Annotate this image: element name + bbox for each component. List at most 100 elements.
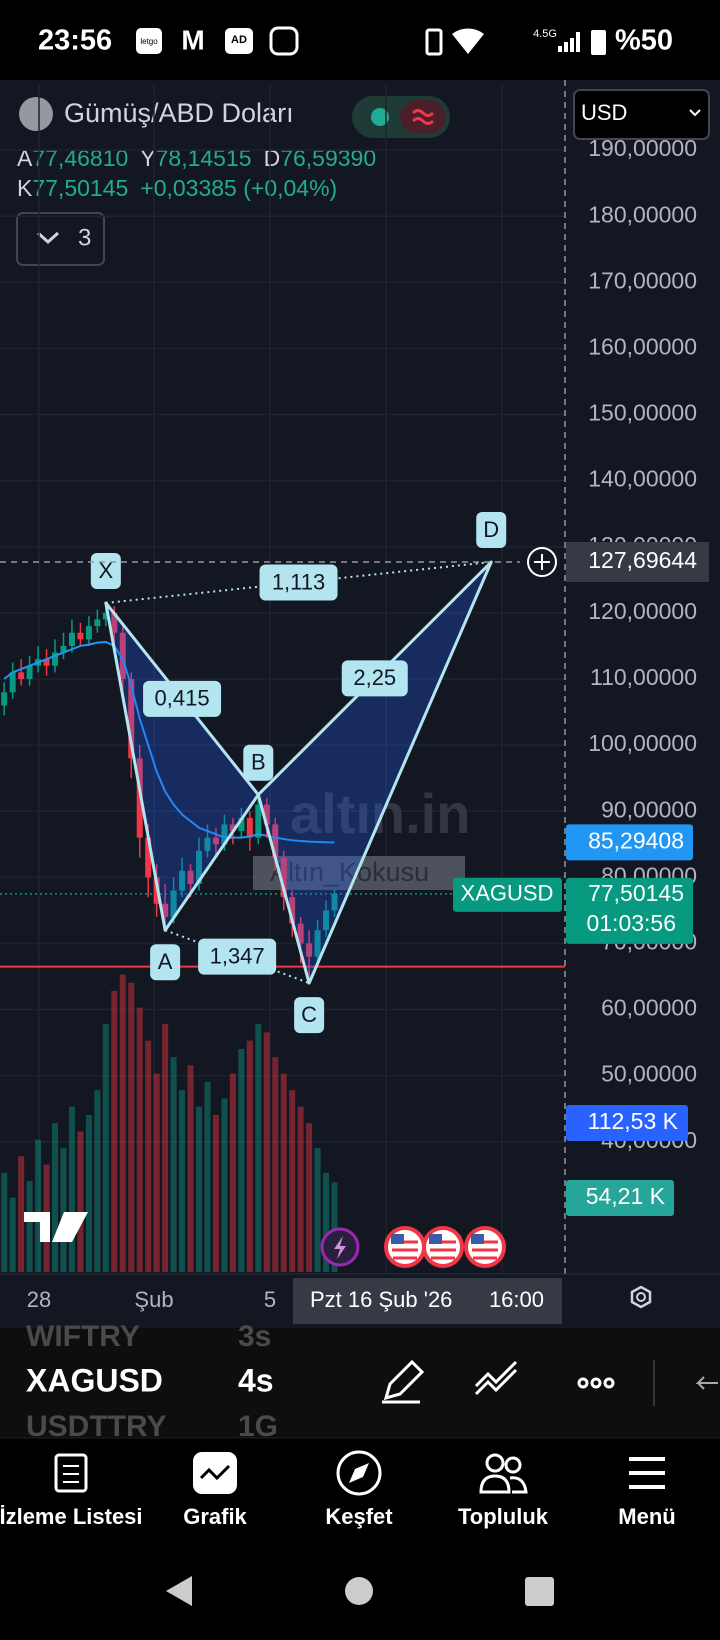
- candle-body: [204, 837, 211, 851]
- system-home[interactable]: [345, 1577, 373, 1605]
- candle-body: [128, 679, 135, 759]
- open-label: A: [17, 145, 33, 171]
- x-tick-label: 5: [264, 1287, 276, 1312]
- app-icon: [225, 28, 253, 54]
- pattern-point-label-bg: [150, 944, 181, 981]
- volume-bar: [297, 1106, 304, 1272]
- event-flag-icon[interactable]: [422, 1226, 464, 1268]
- volume-bar: [18, 1156, 25, 1272]
- volume-bar: [229, 1073, 236, 1272]
- y-tick-label: 50,00000: [601, 1061, 697, 1087]
- wifi-icon: [452, 28, 484, 54]
- watchlist-interval: 3s: [238, 1320, 271, 1353]
- volume-bar: [128, 982, 135, 1272]
- symbol-title[interactable]: Gümüş/ABD Doları: [64, 98, 294, 128]
- volume-last: 54,21 K: [586, 1183, 666, 1209]
- flag-canton: [429, 1234, 442, 1244]
- candle-body: [272, 824, 279, 858]
- volume-bar: [153, 1073, 160, 1272]
- app-icon-label: letgo: [140, 37, 158, 46]
- y-tick-label: 90,00000: [601, 796, 697, 822]
- candle-body: [221, 824, 228, 845]
- volume-bar: [136, 1007, 143, 1272]
- pattern-ratio: 2,25: [353, 665, 396, 690]
- pattern-point-label: X: [98, 558, 113, 583]
- menu-icon[interactable]: [629, 1457, 665, 1489]
- low-value: 76,59390: [280, 145, 376, 171]
- high-value: 78,14515: [156, 145, 252, 171]
- y-tick-label: 150,00000: [588, 400, 697, 426]
- volume-bar: [52, 1123, 59, 1272]
- candle-body: [179, 870, 186, 891]
- volume-bar: [246, 1040, 253, 1272]
- candle-body: [9, 672, 16, 693]
- crosshair-price-bg: [566, 542, 709, 583]
- y-tick-label: 120,00000: [588, 598, 697, 624]
- nav-label[interactable]: Grafik: [183, 1504, 247, 1529]
- currency-select[interactable]: [573, 89, 710, 140]
- volume-bar: [85, 1114, 92, 1272]
- nav-label[interactable]: İzleme Listesi: [0, 1504, 143, 1529]
- nav-label[interactable]: Topluluk: [458, 1504, 549, 1529]
- community-icon[interactable]: [479, 1453, 528, 1494]
- battery-icon: [591, 30, 606, 55]
- vibrate-icon: [425, 28, 443, 56]
- pattern-ratio: 1,113: [272, 569, 325, 594]
- watchlist-icon[interactable]: [54, 1453, 88, 1493]
- nav-label[interactable]: Keşfet: [325, 1504, 393, 1529]
- event-flag-icon[interactable]: [464, 1226, 506, 1268]
- event-flag-icon[interactable]: [384, 1226, 426, 1268]
- pattern-ratio: 0,415: [155, 686, 210, 711]
- system-recents[interactable]: [525, 1577, 554, 1606]
- ma-badge-bg: [566, 824, 693, 861]
- candle-body: [297, 923, 304, 944]
- watchlist-symbol[interactable]: XAGUSD: [26, 1362, 163, 1398]
- settings-icon[interactable]: [630, 1285, 652, 1309]
- close-label: K: [17, 175, 33, 201]
- explore-icon[interactable]: [336, 1450, 382, 1496]
- app-icon-label: M: [181, 24, 204, 55]
- overlay: 190,00000 180,00000 170,00000 160,00000 150,…: [0, 80, 720, 1328]
- dropdown-caret: [689, 109, 701, 117]
- draw-tool-icon[interactable]: [382, 1359, 425, 1404]
- candle-body: [323, 910, 330, 931]
- volume-bar: [9, 1197, 16, 1272]
- volume-bar: [162, 1024, 169, 1272]
- y-tick-label: 170,00000: [588, 267, 697, 293]
- candle-body: [18, 672, 25, 679]
- add-alert-button[interactable]: [527, 547, 557, 578]
- pattern-ratio-bg: [341, 660, 408, 697]
- volume-bar: [221, 1098, 228, 1272]
- trendline-tool-icon[interactable]: [474, 1360, 518, 1396]
- volume-bar: [26, 1181, 33, 1272]
- volume-bar: [255, 1024, 262, 1272]
- ma-badge: 85,29408: [588, 827, 684, 853]
- system-back[interactable]: [166, 1576, 192, 1606]
- chevron-icon: [36, 231, 60, 245]
- explore-glyph: [349, 1463, 369, 1483]
- volume-bar: [187, 1065, 194, 1272]
- y-tick-label: 160,00000: [588, 334, 697, 360]
- y-tick-label: 100,00000: [588, 730, 697, 756]
- pattern-ratio-bg: [198, 938, 277, 975]
- watchlist-symbol[interactable]: USDTTRY: [26, 1410, 167, 1443]
- x-tick-label: 28: [27, 1287, 51, 1312]
- last-price-bg: [566, 877, 693, 944]
- watchlist-symbol[interactable]: WIFTRY: [26, 1320, 140, 1353]
- pattern-point-label-bg: [294, 997, 325, 1034]
- ohlc-row: A77,46810 Y78,14515 D76,59390: [17, 145, 376, 171]
- candle-body: [238, 817, 245, 832]
- candle-body: [306, 943, 313, 957]
- open-value: 77,46810: [32, 145, 128, 171]
- chart-nav-icon[interactable]: [193, 1452, 237, 1494]
- volume-bar: [68, 1106, 75, 1272]
- flag-canton: [391, 1234, 404, 1244]
- back-arrow[interactable]: [695, 1376, 718, 1390]
- more-icon[interactable]: [577, 1377, 615, 1389]
- candle-body: [102, 612, 109, 620]
- nav-label[interactable]: Menü: [618, 1504, 675, 1529]
- countdown: 01:03:56: [586, 910, 676, 936]
- indicators-count: 3: [78, 224, 91, 251]
- pattern-point-label: B: [251, 750, 266, 775]
